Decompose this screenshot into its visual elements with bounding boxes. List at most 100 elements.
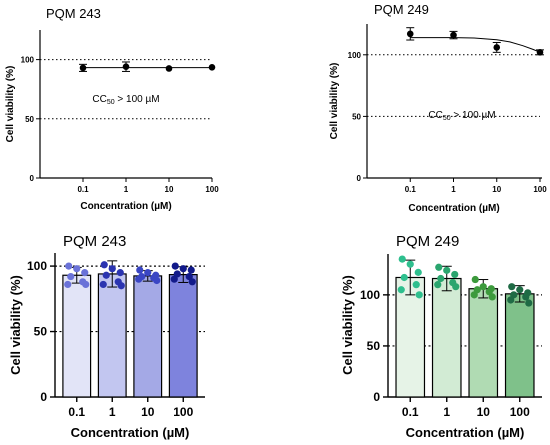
x-tick-label: 100 (510, 405, 530, 419)
replicate-point (185, 272, 193, 281)
x-tick-label: 1 (451, 185, 456, 194)
data-point (79, 64, 87, 72)
bar (133, 275, 163, 398)
replicate-point (117, 282, 125, 290)
chart-title: PQM 243 (46, 6, 101, 21)
replicate-point (173, 270, 181, 278)
replicate-point (153, 276, 161, 285)
x-tick-label: 1 (124, 185, 129, 194)
y-axis-label: Cell viability (%) (340, 275, 355, 375)
x-tick-label: 100 (173, 405, 193, 419)
y-tick-label: 0 (373, 390, 380, 404)
x-tick-label: 10 (492, 185, 501, 194)
x-tick-label: 1 (443, 405, 450, 419)
replicate-point (437, 274, 445, 283)
replicate-point (144, 269, 152, 277)
replicate-point (73, 265, 81, 273)
replicate-point (397, 286, 405, 294)
replicate-point (135, 275, 143, 283)
chart-title: PQM 249 (374, 2, 429, 17)
replicate-point (414, 268, 422, 276)
bar (62, 274, 92, 398)
bar (431, 277, 462, 398)
chart-marks: 0 50 100 0.1 1 10 100 (21, 56, 220, 194)
replicate-point (471, 275, 479, 284)
replicate-point (136, 266, 144, 274)
y-tick-label: 50 (25, 115, 34, 124)
panel-bar-pqm-249: PQM 249 Cell viability (%) Concentration… (340, 233, 542, 440)
y-tick-label: 0 (30, 174, 35, 183)
y-tick-label: 100 (348, 51, 362, 60)
replicate-point (187, 266, 195, 274)
y-axis-label: Cell viability (%) (5, 66, 16, 143)
data-point (536, 49, 544, 56)
cc50-annotation: CC50 > 100 µM (428, 110, 495, 122)
x-tick-label: 10 (477, 405, 491, 419)
cc50-subscript: 50 (107, 99, 115, 106)
bar (468, 288, 499, 398)
y-tick-label: 50 (367, 339, 381, 353)
cc50-subscript: 50 (443, 115, 451, 122)
replicate-point (443, 266, 451, 274)
replicate-point (179, 265, 187, 273)
x-tick-label: 0.1 (402, 405, 419, 419)
replicate-point (100, 261, 108, 269)
x-axis-label: Concentration (µM) (406, 425, 525, 440)
chart-marks: 0 50 100 0.1 1 10 100 (348, 27, 547, 194)
data-point (493, 44, 501, 51)
chart-title: PQM 243 (63, 233, 126, 250)
bar (97, 273, 127, 398)
cc50-rest: > 100 µM (115, 94, 160, 105)
bar (504, 293, 535, 398)
y-axis-label: Cell viability (%) (329, 63, 340, 140)
bar (168, 274, 198, 398)
x-tick-label: 10 (141, 405, 155, 419)
replicate-point (67, 272, 75, 281)
replicate-point (171, 262, 179, 270)
x-tick-label: 10 (165, 185, 174, 194)
x-tick-label: 0.1 (77, 185, 89, 194)
replicate-point (525, 299, 533, 307)
y-tick-label: 50 (34, 325, 48, 339)
replicate-point (188, 278, 196, 286)
x-axis-label: Concentration (µM) (80, 201, 171, 212)
replicate-point (64, 280, 72, 289)
y-axis-label: Cell viability (%) (8, 275, 23, 375)
x-axis-label: Concentration (µM) (408, 203, 499, 214)
panel-bar-pqm-243: PQM 243 Cell viability (%) Concentration… (8, 233, 205, 440)
replicate-point (400, 273, 408, 282)
replicate-point (65, 262, 73, 270)
chart-marks: 0 50 100 0.1 1 10 100 (27, 259, 205, 419)
replicate-point (452, 283, 460, 291)
data-point (165, 65, 173, 72)
replicate-point (507, 296, 515, 304)
cc50-annotation: CC50 > 100 µM (92, 94, 159, 106)
data-point (208, 63, 216, 71)
y-tick-label: 0 (40, 390, 47, 404)
replicate-point (434, 281, 442, 289)
chart-marks: 0 50 100 0.1 1 10 100 (360, 255, 542, 419)
replicate-point (516, 286, 524, 294)
fit-curve (410, 37, 541, 53)
replicate-point (398, 255, 406, 263)
y-tick-label: 0 (357, 174, 362, 183)
cc50-base: CC (92, 94, 106, 105)
y-tick-label: 100 (360, 288, 380, 302)
replicate-point (488, 293, 496, 301)
x-tick-label: 100 (533, 185, 547, 194)
replicate-point (406, 260, 414, 268)
panel-dose-response-pqm-243: PQM 243 Cell viability (%) Concentration… (5, 6, 219, 212)
x-tick-label: 0.1 (68, 405, 85, 419)
x-axis-label: Concentration (µM) (71, 425, 190, 440)
y-tick-label: 100 (27, 259, 47, 273)
replicate-point (81, 269, 89, 277)
replicate-point (470, 291, 478, 299)
replicate-point (170, 275, 178, 283)
replicate-point (99, 280, 107, 289)
replicate-point (102, 271, 110, 279)
data-point (450, 31, 457, 39)
replicate-point (82, 280, 90, 289)
replicate-point (479, 283, 487, 291)
replicate-point (415, 291, 423, 299)
